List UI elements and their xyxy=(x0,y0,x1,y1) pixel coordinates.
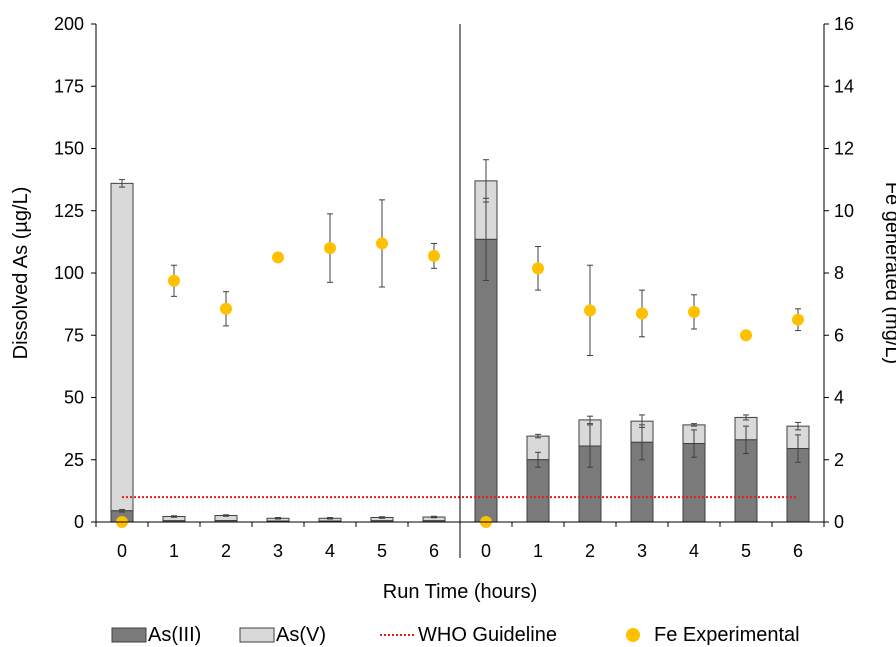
legend-label-who: WHO Guideline xyxy=(418,624,557,646)
fe-point xyxy=(376,237,388,250)
fe-point xyxy=(168,274,180,287)
bar-series xyxy=(110,180,810,523)
fe-point xyxy=(740,329,752,342)
y-tick-label-right: 8 xyxy=(834,263,844,283)
y-tick-label-left: 75 xyxy=(64,325,84,345)
y-tick-label-left: 125 xyxy=(54,201,84,221)
x-tick-label: 4 xyxy=(325,541,335,561)
y-axis-title-right: Fe generated (mg/L) xyxy=(881,182,896,364)
fe-point xyxy=(792,313,804,326)
y-tick-label-left: 200 xyxy=(54,14,84,34)
bar-as3 xyxy=(526,459,550,523)
y-tick-label-left: 25 xyxy=(64,450,84,470)
x-tick-label: 2 xyxy=(221,541,231,561)
y-tick-label-left: 150 xyxy=(54,139,84,159)
y-tick-label-right: 14 xyxy=(834,76,854,96)
y-tick-label-right: 16 xyxy=(834,14,854,34)
fe-point xyxy=(324,242,336,255)
x-tick-label: 1 xyxy=(533,541,543,561)
y-tick-label-left: 0 xyxy=(74,512,84,532)
y-tick-label-right: 0 xyxy=(834,512,844,532)
fe-point xyxy=(584,304,596,317)
plot-frame xyxy=(95,24,825,558)
y-tick-label-right: 6 xyxy=(834,325,844,345)
fe-point xyxy=(636,307,648,320)
x-tick-label: 6 xyxy=(429,541,439,561)
x-tick-label: 1 xyxy=(169,541,179,561)
fe-point xyxy=(220,302,232,315)
y-axis-left: 0 25 50 75 100 125 150 175 200 xyxy=(54,14,96,532)
y-tick-label-left: 175 xyxy=(54,76,84,96)
y-axis-right: 0 2 4 6 8 10 12 14 16 xyxy=(824,14,854,532)
legend-label-fe: Fe Experimental xyxy=(654,624,800,646)
legend: As(III) As(V) WHO Guideline Fe Experimen… xyxy=(111,624,800,646)
y-tick-label-right: 4 xyxy=(834,388,844,408)
legend-swatch-as3 xyxy=(111,627,147,643)
y-tick-label-right: 2 xyxy=(834,450,844,470)
x-tick-label: 0 xyxy=(117,541,127,561)
y-tick-label-left: 50 xyxy=(64,388,84,408)
x-tick-label: 4 xyxy=(689,541,699,561)
x-tick-label: 3 xyxy=(273,541,283,561)
x-tick-label: 5 xyxy=(741,541,751,561)
legend-swatch-as5 xyxy=(239,627,275,643)
bar-as5 xyxy=(110,182,134,512)
legend-label-as3: As(III) xyxy=(148,624,201,646)
fe-point xyxy=(532,262,544,275)
x-tick-label: 3 xyxy=(637,541,647,561)
x-axis-title: Run Time (hours) xyxy=(383,581,538,603)
x-tick-label: 6 xyxy=(793,541,803,561)
x-tick-label: 5 xyxy=(377,541,387,561)
y-tick-label-right: 10 xyxy=(834,201,854,221)
y-tick-label-left: 100 xyxy=(54,263,84,283)
legend-label-as5: As(V) xyxy=(276,624,326,646)
x-tick-label: 2 xyxy=(585,541,595,561)
legend-swatch-fe xyxy=(626,628,640,642)
y-tick-label-right: 12 xyxy=(834,139,854,159)
fe-points xyxy=(116,237,804,528)
fe-point xyxy=(272,251,284,264)
bar-as3 xyxy=(474,238,498,523)
x-tick-label: 0 xyxy=(481,541,491,561)
fe-point xyxy=(428,249,440,262)
y-axis-title-left: Dissolved As (µg/L) xyxy=(10,187,32,360)
x-axis: 0 1 2 3 4 5 6 0 1 2 3 4 5 6 xyxy=(95,522,825,561)
fe-point xyxy=(688,305,700,318)
